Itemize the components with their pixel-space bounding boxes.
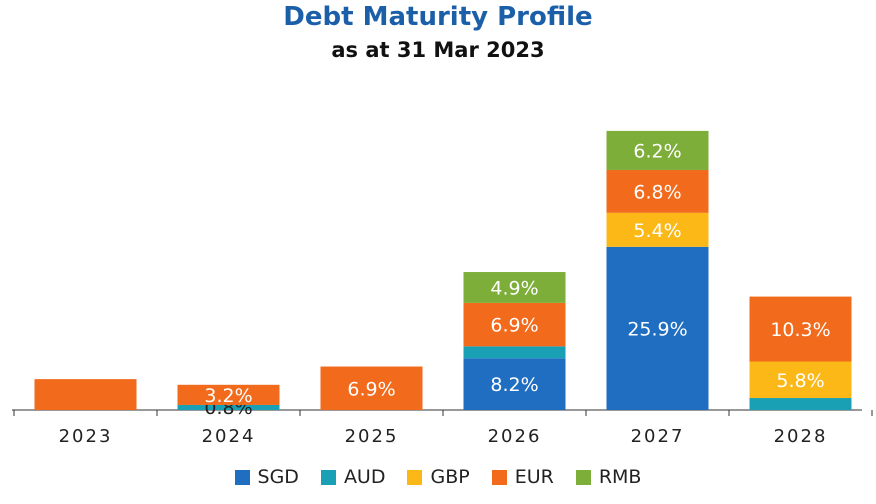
bar-2027-sgd	[606, 246, 709, 410]
data-label-2027-eur: 6.8%	[633, 181, 681, 203]
legend-item-gbp: GBP	[407, 466, 470, 488]
x-tick-label-2023: 2023	[59, 426, 113, 447]
data-label-2026-eur: 6.9%	[490, 315, 538, 337]
data-label-2027-gbp: 5.4%	[633, 220, 681, 242]
legend: SGD AUD GBP EUR RMB	[0, 466, 876, 488]
bar-2027-rmb	[606, 130, 709, 170]
bar-2026-aud	[463, 346, 566, 359]
data-label-2028-gbp: 5.8%	[776, 370, 824, 392]
x-tick-label-2026: 2026	[488, 426, 542, 447]
legend-label-sgd: SGD	[257, 466, 299, 488]
bar-2028-gbp	[749, 361, 852, 399]
data-label-2027-sgd: 25.9%	[627, 318, 687, 340]
legend-item-eur: EUR	[491, 466, 554, 488]
legend-item-sgd: SGD	[234, 466, 299, 488]
legend-swatch-gbp	[407, 469, 423, 485]
bar-2024-eur	[177, 384, 280, 405]
legend-swatch-sgd	[234, 469, 250, 485]
bar-2028-eur	[749, 296, 852, 362]
bar-2026-sgd	[463, 358, 566, 410]
legend-label-eur: EUR	[514, 466, 554, 488]
bar-2023-eur	[34, 379, 137, 410]
data-label-2025-eur: 6.9%	[347, 378, 395, 400]
x-tick-label-2028: 2028	[774, 426, 828, 447]
data-label-2024-eur: 3.2%	[204, 385, 252, 407]
legend-item-rmb: RMB	[575, 466, 642, 488]
bar-2027-gbp	[606, 212, 709, 247]
data-label-2026-sgd: 8.2%	[490, 374, 538, 396]
x-tick-label-2025: 2025	[345, 426, 399, 447]
legend-label-gbp: GBP	[430, 466, 470, 488]
data-label-2027-rmb: 6.2%	[633, 140, 681, 162]
legend-swatch-eur	[491, 469, 507, 485]
legend-swatch-aud	[320, 469, 336, 485]
data-label-2026-rmb: 4.9%	[490, 277, 538, 299]
x-tick-label-2024: 2024	[202, 426, 256, 447]
bar-2026-rmb	[463, 272, 566, 303]
legend-label-aud: AUD	[343, 466, 386, 488]
legend-label-rmb: RMB	[598, 466, 642, 488]
x-tick-label-2027: 2027	[631, 426, 685, 447]
bar-2028-aud	[749, 398, 852, 410]
legend-swatch-rmb	[575, 469, 591, 485]
bar-2026-eur	[463, 302, 566, 347]
chart-title: Debt Maturity Profile	[283, 2, 593, 32]
data-label-2028-eur: 10.3%	[770, 319, 830, 341]
legend-item-aud: AUD	[320, 466, 386, 488]
bar-2024-aud	[177, 404, 280, 410]
bar-2027-eur	[606, 169, 709, 213]
chart-subtitle: as at 31 Mar 2023	[331, 38, 545, 62]
bar-2025-eur	[320, 366, 423, 410]
